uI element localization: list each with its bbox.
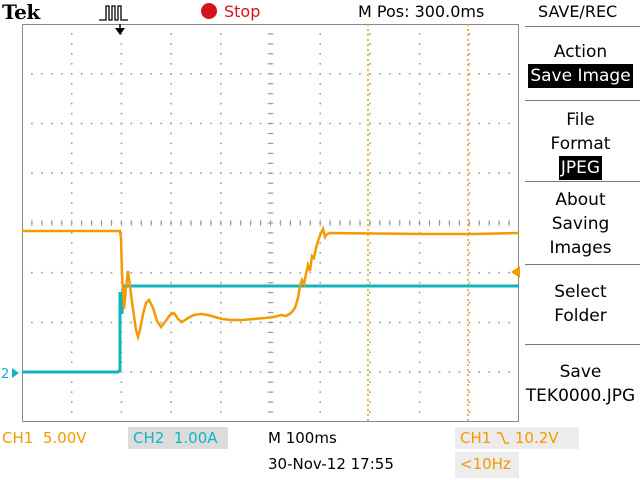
menu-title: SAVE/REC [538,2,618,21]
waveform-display [22,24,519,422]
pulse-trigger-icon [99,5,128,21]
trigger-position-marker [115,28,125,35]
graticule [22,24,519,422]
trigger-level-marker [511,266,520,278]
menu-save-file[interactable]: Save TEK0000.JPG [525,362,636,406]
menu-action[interactable]: Action Save Image [528,42,633,88]
menu-select-folder[interactable]: Select Folder [554,282,607,326]
ch1-trace [22,225,519,342]
file-format-value: JPEG [558,156,603,180]
menu-file-format[interactable]: File Format JPEG [550,110,611,180]
trigger-readout: CH1 10.2V [460,429,559,447]
ch2-label: CH2 [133,429,165,447]
trigger-readout-background [455,427,579,449]
svg-text:2: 2 [1,367,9,382]
ch1-label: CH1 [2,429,34,447]
timebase-readout: M 100ms [268,429,337,447]
ch2-scale: 1.00A [173,429,218,447]
horizontal-position-readout: M Pos: 300.0ms [358,2,485,21]
ch2-ground-marker: 2 [1,367,19,382]
ch1-readout: CH1 5.00V [2,429,87,447]
brand-logo: Tek [2,0,40,24]
ch2-readout: CH2 1.00A [133,429,218,447]
trigger-source: CH1 [460,429,492,447]
stop-dot-icon [201,3,217,19]
falling-edge-icon [497,432,510,444]
action-value: Save Image [528,64,633,88]
ch1-scale: 5.00V [42,429,87,447]
date-time: 30-Nov-12 17:55 [268,455,394,473]
menu-about-saving-images[interactable]: About Saving Images [549,190,612,258]
acquisition-status: Stop [224,2,261,21]
save-rec-menu: Action Save Image File Format JPEG About… [521,24,640,422]
frequency-readout-background [455,452,519,478]
ch2-readout-background [128,427,228,449]
trigger-frequency: <10Hz [460,455,511,473]
trigger-level: 10.2V [514,429,559,447]
